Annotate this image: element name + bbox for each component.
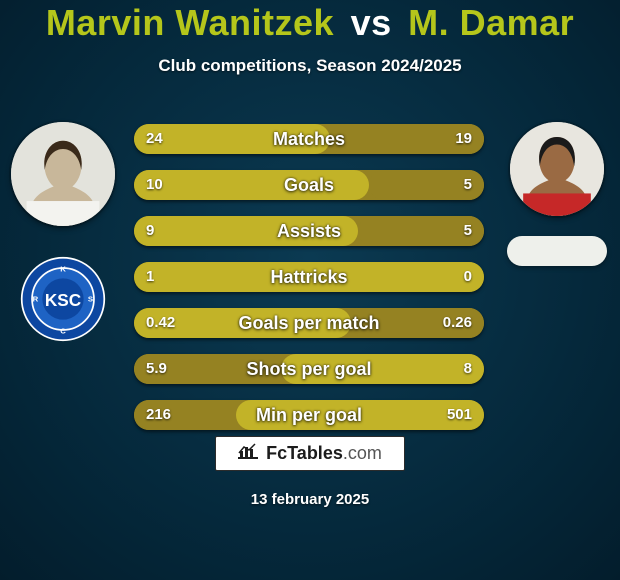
stat-value-left: 216 — [134, 400, 183, 430]
stat-row: 2419Matches — [134, 124, 484, 154]
club-badge-right — [507, 236, 607, 266]
footer-date: 13 february 2025 — [0, 491, 620, 508]
svg-text:R: R — [33, 295, 39, 304]
stats-table: 2419Matches105Goals95Assists10Hattricks0… — [134, 124, 484, 446]
stat-value-right: 501 — [435, 400, 484, 430]
stat-row: 95Assists — [134, 216, 484, 246]
brand-suffix: .com — [343, 443, 382, 463]
player-right-column — [502, 122, 612, 266]
stat-row: 105Goals — [134, 170, 484, 200]
chart-icon — [238, 443, 258, 464]
avatar-left — [11, 122, 115, 226]
avatar-right — [510, 122, 604, 216]
footer: FcTables.com 13 february 2025 — [0, 436, 620, 508]
club-badge-left: KSC K S C R — [20, 256, 106, 342]
brand-logo: FcTables.com — [215, 436, 405, 471]
stat-row: 0.420.26Goals per match — [134, 308, 484, 338]
subtitle: Club competitions, Season 2024/2025 — [0, 56, 620, 76]
svg-text:S: S — [88, 295, 93, 304]
stat-value-right: 19 — [443, 124, 484, 154]
stat-value-left: 9 — [134, 216, 166, 246]
stat-value-right: 0 — [452, 262, 484, 292]
stat-value-left: 1 — [134, 262, 166, 292]
stat-value-left: 24 — [134, 124, 175, 154]
stat-row: 5.98Shots per goal — [134, 354, 484, 384]
stat-value-left: 5.9 — [134, 354, 179, 384]
stat-value-right: 5 — [452, 216, 484, 246]
stat-value-left: 10 — [134, 170, 175, 200]
page-title: Marvin Wanitzek vs M. Damar — [46, 4, 574, 42]
stat-value-right: 0.26 — [431, 308, 484, 338]
stat-value-right: 8 — [452, 354, 484, 384]
title-player1: Marvin Wanitzek — [46, 2, 334, 43]
svg-text:C: C — [60, 326, 66, 335]
title-vs: vs — [351, 2, 392, 43]
stat-value-left: 0.42 — [134, 308, 187, 338]
brand-main: FcTables — [266, 443, 343, 463]
svg-text:KSC: KSC — [45, 290, 81, 310]
title-player2: M. Damar — [408, 2, 574, 43]
player-left-column: KSC K S C R — [8, 122, 118, 342]
stat-bar-left — [134, 216, 358, 246]
stat-value-right: 5 — [452, 170, 484, 200]
stat-bar-left — [134, 262, 484, 292]
stat-row: 10Hattricks — [134, 262, 484, 292]
stat-row: 216501Min per goal — [134, 400, 484, 430]
svg-text:K: K — [60, 264, 66, 273]
